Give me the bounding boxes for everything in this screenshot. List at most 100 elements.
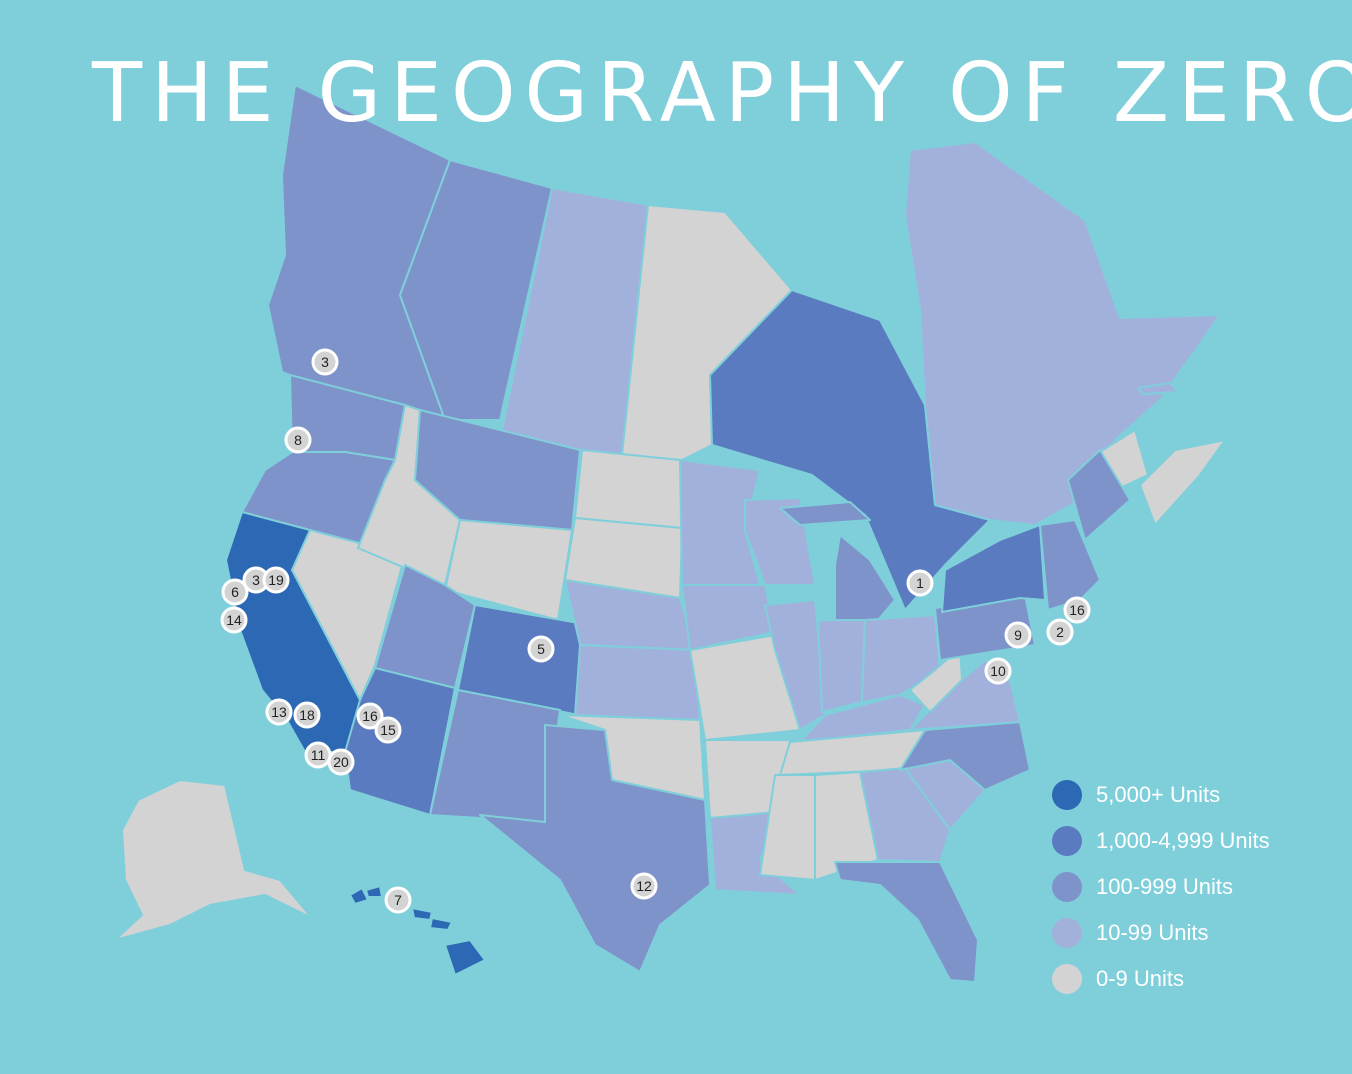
marker-circle (262, 566, 290, 594)
marker-circle (384, 886, 412, 914)
marker-label: 10 (990, 663, 1006, 679)
marker-label: 3 (252, 572, 260, 588)
map-marker[interactable]: 10 (984, 657, 1012, 685)
marker-label: 19 (268, 572, 284, 588)
marker-label: 8 (294, 432, 302, 448)
marker-circle (220, 606, 248, 634)
marker-label: 3 (321, 354, 329, 370)
region-georgia[interactable] (859, 767, 951, 863)
map-marker[interactable]: 16 (356, 702, 384, 730)
legend-label: 0-9 Units (1096, 966, 1185, 991)
map-marker[interactable]: 8 (284, 426, 312, 454)
map-marker[interactable]: 2 (1046, 618, 1074, 646)
region-hawaii-oahu (365, 885, 383, 898)
map-marker[interactable]: 14 (220, 606, 248, 634)
marker-circle (1063, 596, 1091, 624)
region-kentucky[interactable] (799, 694, 926, 743)
marker-label: 2 (1056, 624, 1064, 640)
region-north-carolina[interactable] (899, 721, 1031, 791)
map-marker[interactable]: 3 (311, 348, 339, 376)
map-marker[interactable]: 16 (1063, 596, 1091, 624)
marker-circle (311, 348, 339, 376)
map-marker[interactable]: 18 (293, 701, 321, 729)
map-marker[interactable]: 6 (221, 578, 249, 606)
marker-circle (906, 569, 934, 597)
marker-label: 5 (537, 641, 545, 657)
marker-circle (327, 748, 355, 776)
map-marker[interactable]: 11 (304, 741, 332, 769)
marker-label: 16 (1069, 602, 1085, 618)
marker-label: 14 (226, 612, 242, 628)
legend-swatch (1052, 826, 1082, 856)
map-marker[interactable]: 7 (384, 886, 412, 914)
legend-item-0-9: 0-9 Units (1052, 956, 1270, 1002)
marker-circle (293, 701, 321, 729)
map-marker[interactable]: 20 (327, 748, 355, 776)
region-hawaii-maui (411, 907, 433, 921)
region-alberta[interactable] (399, 159, 553, 421)
region-minnesota[interactable] (679, 459, 761, 586)
legend-label: 10-99 Units (1096, 920, 1209, 945)
marker-circle (527, 635, 555, 663)
marker-circle (356, 702, 384, 730)
region-hawaii-molokai (429, 917, 453, 931)
marker-label: 18 (299, 707, 315, 723)
map-marker[interactable]: 13 (265, 698, 293, 726)
marker-circle (630, 872, 658, 900)
marker-label: 6 (231, 584, 239, 600)
legend-label: 100-999 Units (1096, 874, 1233, 899)
marker-label: 13 (271, 704, 287, 720)
marker-label: 7 (394, 892, 402, 908)
region-north-dakota[interactable] (574, 449, 683, 529)
region-florida[interactable] (834, 861, 979, 983)
marker-circle (284, 426, 312, 454)
region-utah[interactable] (374, 564, 476, 689)
region-hawaii-kauai (349, 887, 369, 905)
marker-circle (984, 657, 1012, 685)
legend-label: 1,000-4,999 Units (1096, 828, 1270, 853)
region-hawaii[interactable] (444, 939, 486, 976)
region-texas[interactable] (479, 724, 711, 973)
region-new-york[interactable] (941, 524, 1046, 613)
region-kansas[interactable] (574, 644, 701, 721)
marker-label: 11 (311, 747, 326, 763)
legend-item-100-999: 100-999 Units (1052, 864, 1270, 910)
region-nova-scotia[interactable] (1139, 439, 1226, 526)
map-marker[interactable]: 5 (527, 635, 555, 663)
legend-item-1000-4999: 1,000-4,999 Units (1052, 818, 1270, 864)
region-michigan-upper (779, 501, 871, 526)
region-anticosti (1137, 382, 1179, 395)
marker-label: 15 (380, 722, 396, 738)
legend-item-10-99: 10-99 Units (1052, 910, 1270, 956)
map-title: THE GEOGRAPHY OF ZERO (92, 46, 1352, 141)
marker-circle (1046, 618, 1074, 646)
region-illinois[interactable] (764, 599, 826, 731)
map-marker[interactable]: 12 (630, 872, 658, 900)
legend-swatch (1052, 918, 1082, 948)
marker-label: 16 (362, 708, 378, 724)
marker-label: 20 (333, 754, 349, 770)
region-maine[interactable] (1067, 449, 1131, 541)
marker-circle (221, 578, 249, 606)
marker-label: 12 (636, 878, 652, 894)
legend-swatch (1052, 964, 1082, 994)
marker-label: 1 (916, 575, 924, 591)
map-marker[interactable]: 15 (374, 716, 402, 744)
region-new-england[interactable] (1039, 519, 1101, 611)
legend-item-5000-plus: 5,000+ Units (1052, 772, 1270, 818)
legend-swatch (1052, 780, 1082, 810)
map-marker[interactable]: 1 (906, 569, 934, 597)
region-west-virginia[interactable] (909, 647, 963, 713)
legend-swatch (1052, 872, 1082, 902)
marker-circle (374, 716, 402, 744)
legend-label: 5,000+ Units (1096, 782, 1221, 807)
legend: 5,000+ Units 1,000-4,999 Units 100-999 U… (1052, 772, 1270, 1002)
region-alaska[interactable] (114, 779, 313, 941)
map-marker[interactable]: 19 (262, 566, 290, 594)
region-indiana[interactable] (817, 619, 866, 713)
marker-circle (265, 698, 293, 726)
marker-label: 9 (1014, 627, 1022, 643)
map-marker[interactable]: 9 (1004, 621, 1032, 649)
